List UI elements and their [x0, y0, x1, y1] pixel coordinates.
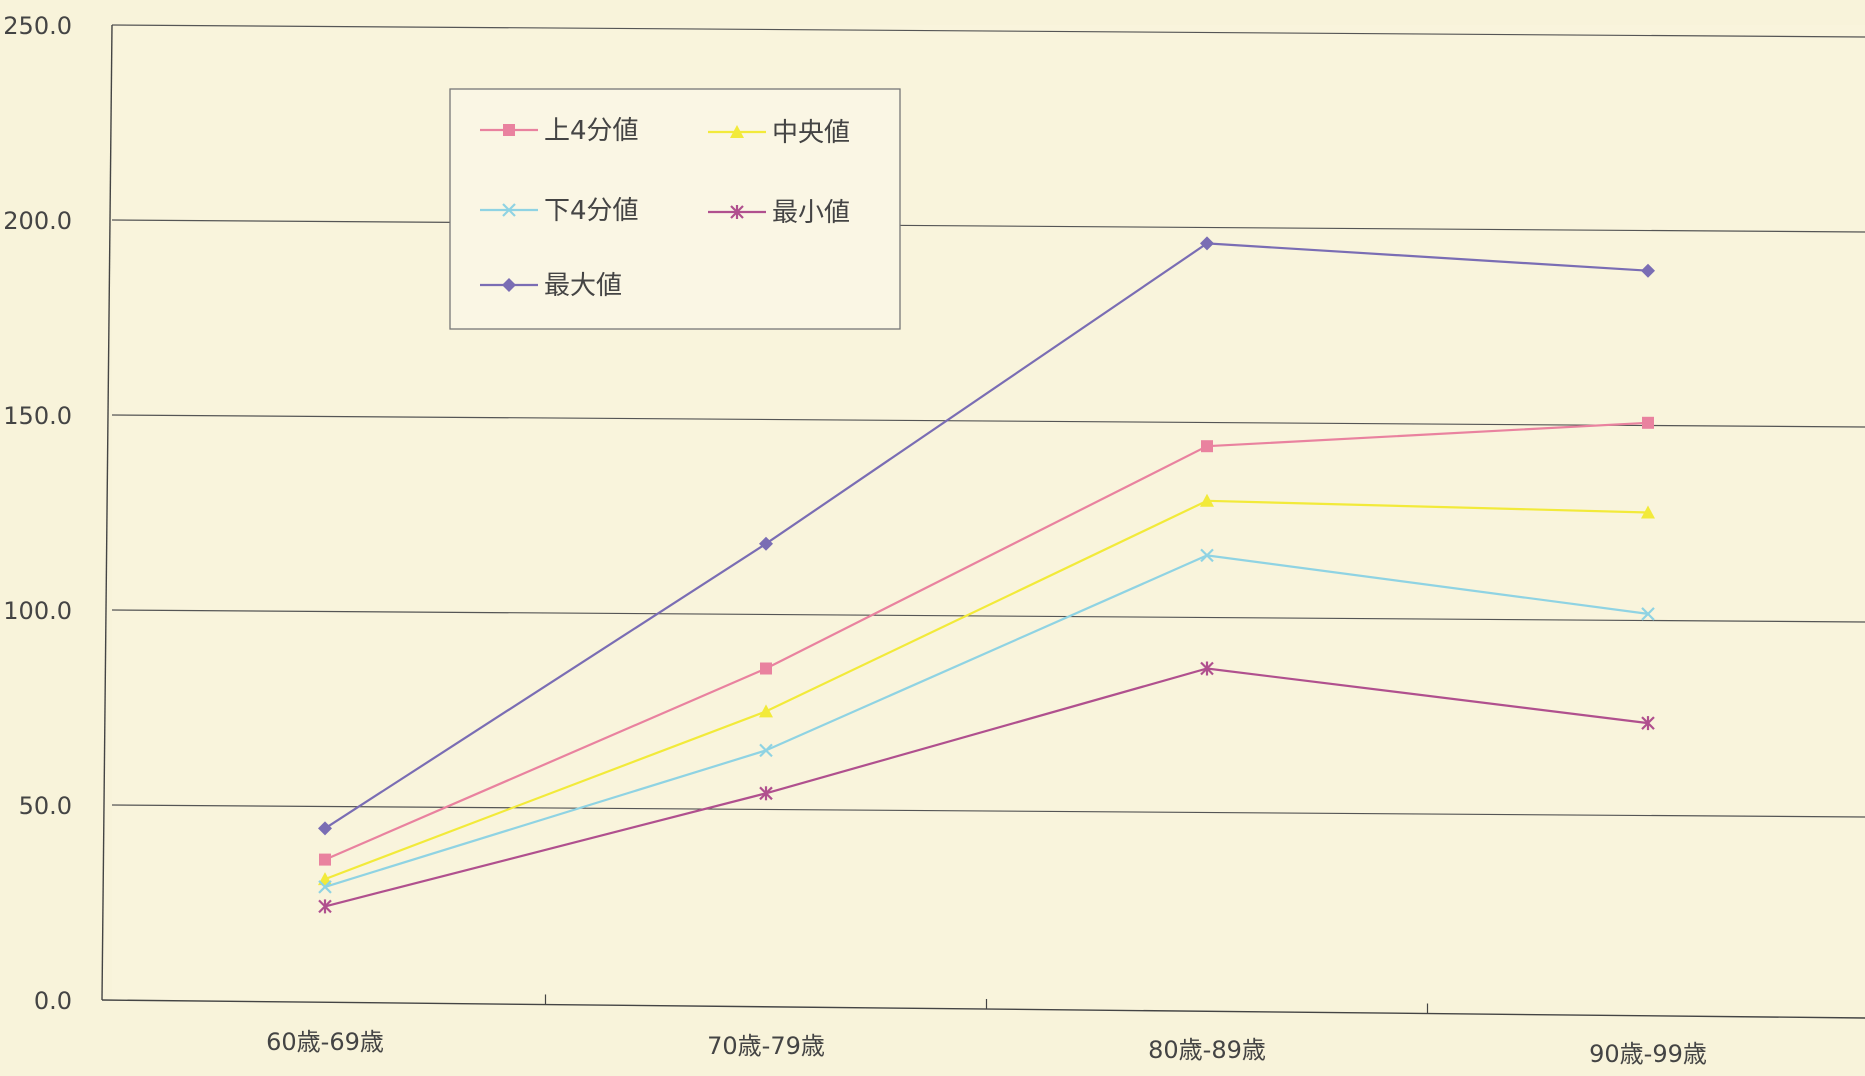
y-axis	[101, 24, 113, 1001]
triangle-marker	[1641, 505, 1655, 519]
triangle-marker	[1200, 493, 1214, 507]
data-point	[503, 124, 515, 136]
legend-item: 最大値	[480, 271, 622, 301]
x-marker	[1641, 607, 1655, 621]
data-point	[759, 786, 773, 801]
legend-label: 上4分値	[544, 116, 639, 146]
data-point	[760, 662, 772, 675]
data-point	[1641, 505, 1655, 519]
data-point	[318, 880, 332, 894]
legend-label: 下4分値	[544, 196, 639, 226]
data-point	[1201, 440, 1213, 453]
data-point	[759, 743, 773, 758]
legend-item: 最小値	[708, 198, 850, 228]
data-point	[1641, 607, 1655, 621]
x-marker	[1200, 548, 1214, 563]
legend-label: 最大値	[544, 271, 622, 301]
plot-background	[112, 25, 1865, 1000]
square-marker	[503, 124, 515, 136]
y-tick-label: 50.0	[19, 792, 72, 820]
series-line	[324, 554, 1649, 888]
x-marker	[759, 743, 773, 758]
x-marker	[502, 203, 516, 217]
y-tick-label: 0.0	[34, 987, 72, 1015]
legend-item: 下4分値	[480, 196, 639, 226]
gridline	[111, 219, 1865, 233]
x-marker	[318, 880, 332, 894]
data-point	[1200, 661, 1214, 676]
y-tick-label: 150.0	[3, 402, 72, 430]
data-point	[759, 704, 773, 718]
series-group	[318, 236, 1655, 914]
series-下4分値	[318, 548, 1655, 894]
grid-lines	[111, 24, 1865, 818]
diamond-marker	[1641, 263, 1655, 278]
diamond-marker	[759, 536, 773, 551]
series-line	[324, 667, 1649, 908]
data-point	[1200, 493, 1214, 507]
series-最大値	[318, 236, 1655, 836]
legend-label: 最小値	[772, 198, 850, 228]
series-line	[324, 421, 1649, 861]
x-tick-label: 70歳-79歳	[707, 1032, 825, 1060]
diamond-marker	[1200, 236, 1214, 251]
data-point	[1641, 716, 1655, 731]
data-point	[730, 205, 744, 219]
legend-item: 上4分値	[480, 116, 639, 146]
gridline	[111, 24, 1865, 38]
x-tick-label: 80歳-89歳	[1148, 1036, 1266, 1064]
diamond-marker	[502, 278, 516, 292]
square-marker	[1642, 416, 1654, 429]
triangle-marker	[730, 125, 744, 138]
legend-label: 中央値	[772, 118, 850, 148]
axes: 0.0 50.0 100.0 150.0 200.0 250.0 60歳-69歳 70歳-79…	[3, 12, 1865, 1068]
data-point	[1200, 548, 1214, 563]
series-line	[324, 499, 1649, 881]
data-point	[759, 536, 773, 551]
x-tick-label: 60歳-69歳	[266, 1028, 384, 1056]
square-marker	[760, 662, 772, 675]
data-point	[318, 899, 332, 914]
y-tick-label: 100.0	[3, 597, 72, 625]
gridline	[111, 804, 1865, 818]
data-point	[1642, 416, 1654, 429]
gridline	[111, 609, 1865, 623]
series-上4分値	[319, 416, 1654, 866]
diamond-marker	[318, 821, 332, 836]
y-tick-label: 200.0	[3, 207, 72, 235]
data-point	[502, 203, 516, 217]
triangle-marker	[759, 704, 773, 718]
series-line	[324, 242, 1649, 830]
square-marker	[1201, 440, 1213, 453]
data-point	[319, 853, 331, 866]
data-point	[1200, 236, 1214, 251]
square-marker	[319, 853, 331, 866]
legend-item: 中央値	[708, 118, 850, 148]
gridline	[111, 414, 1865, 428]
data-point	[318, 821, 332, 836]
x-tick-label: 90歳-99歳	[1589, 1040, 1707, 1068]
data-point	[502, 278, 516, 292]
y-tick-label: 250.0	[3, 12, 72, 40]
data-point	[1641, 263, 1655, 278]
data-point	[730, 125, 744, 138]
x-axis	[101, 999, 1865, 1019]
series-最小値	[318, 661, 1655, 914]
